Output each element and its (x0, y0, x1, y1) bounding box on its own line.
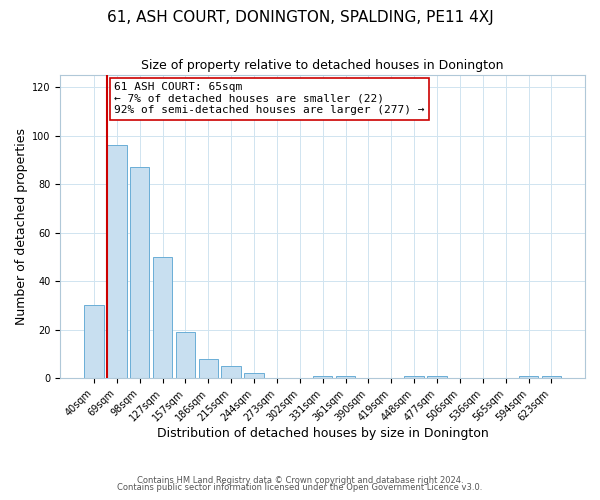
Bar (427, 376, 447, 378)
Bar (336, 376, 355, 378)
Bar (107, 146, 127, 378)
Text: 61 ASH COURT: 65sqm
← 7% of detached houses are smaller (22)
92% of semi-detache: 61 ASH COURT: 65sqm ← 7% of detached hou… (114, 82, 424, 116)
Text: 61, ASH COURT, DONINGTON, SPALDING, PE11 4XJ: 61, ASH COURT, DONINGTON, SPALDING, PE11… (107, 10, 493, 25)
Bar (84, 306, 104, 378)
Title: Size of property relative to detached houses in Donington: Size of property relative to detached ho… (142, 60, 504, 72)
Bar (221, 366, 241, 378)
Bar (199, 359, 218, 378)
Y-axis label: Number of detached properties: Number of detached properties (15, 128, 28, 325)
Bar (130, 167, 149, 378)
Text: Contains HM Land Registry data © Crown copyright and database right 2024.: Contains HM Land Registry data © Crown c… (137, 476, 463, 485)
Bar (176, 332, 195, 378)
Bar (313, 376, 332, 378)
Text: Contains public sector information licensed under the Open Government Licence v3: Contains public sector information licen… (118, 484, 482, 492)
Bar (542, 376, 561, 378)
Bar (404, 376, 424, 378)
X-axis label: Distribution of detached houses by size in Donington: Distribution of detached houses by size … (157, 427, 488, 440)
Bar (244, 374, 264, 378)
Bar (519, 376, 538, 378)
Bar (153, 257, 172, 378)
